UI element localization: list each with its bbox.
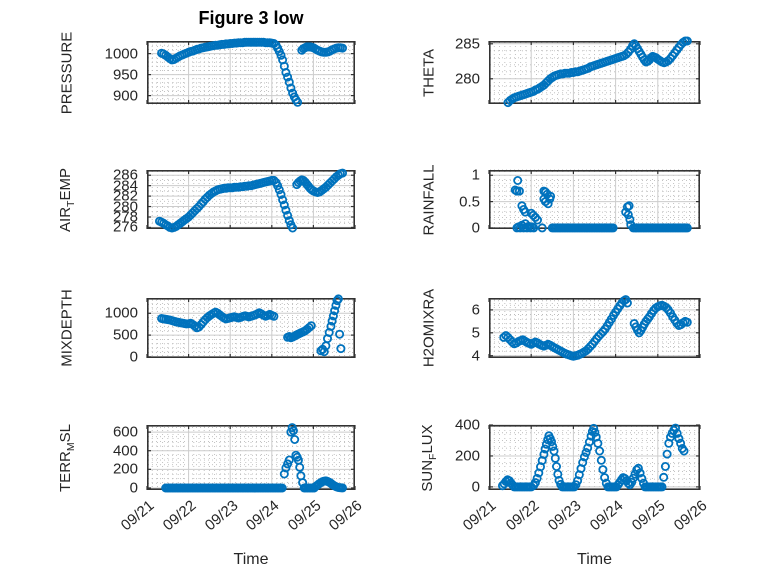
subplot-h2omixra: H2OMIXRA 4 5 6 bbox=[421, 289, 701, 367]
pressure-plot-area bbox=[146, 37, 356, 107]
subplot-terrmsl: TERRMSL 0 200 400 600 09/21 09/22 09/23 09/24 0… bbox=[57, 423, 366, 534]
y-tick-label: 276 bbox=[112, 218, 138, 236]
y-tick-label: 200 bbox=[112, 460, 138, 478]
y-tick-label: 1000 bbox=[104, 304, 138, 322]
subplot-airtemp: AIRTEMP 276 278 280 282 284 286 bbox=[57, 167, 356, 236]
airtemp-plot-area bbox=[146, 168, 356, 233]
y-tick-label: 1000 bbox=[104, 45, 138, 63]
y-tick-label: 280 bbox=[454, 70, 480, 88]
subplot-pressure: PRESSURE 900 950 1000 bbox=[59, 31, 356, 114]
y-tick-label: 500 bbox=[112, 326, 138, 344]
y-tick-label: 950 bbox=[112, 66, 138, 84]
y-tick-label: 900 bbox=[112, 87, 138, 105]
y-tick-label: 4 bbox=[471, 347, 480, 365]
sunflux-y-axis-label: SUNFLUX bbox=[419, 423, 439, 492]
y-tick-label: 278 bbox=[112, 208, 138, 226]
theta-plot-area bbox=[488, 36, 701, 108]
y-tick-label: 0 bbox=[129, 348, 138, 366]
y-tick-label: 600 bbox=[112, 423, 138, 441]
subplot-sunflux: SUNFLUX 0 200 400 09/21 09/22 09/23 09/24 09/2… bbox=[419, 417, 711, 535]
y-tick-label: 0.5 bbox=[459, 193, 480, 211]
subplot-rainfall: RAINFALL 0 0.5 1 bbox=[421, 164, 701, 236]
y-tick-label: 280 bbox=[112, 198, 138, 216]
y-tick-label: 5 bbox=[471, 324, 480, 342]
y-tick-label: 6 bbox=[471, 301, 480, 319]
theta-y-axis-label: THETA bbox=[420, 48, 438, 97]
sunflux-plot-area bbox=[488, 423, 701, 492]
x-axis-label-left: Time bbox=[233, 551, 269, 568]
y-tick-label: 400 bbox=[454, 416, 480, 434]
rainfall-y-axis-label: RAINFALL bbox=[420, 164, 438, 235]
mixdepth-plot-area bbox=[146, 294, 356, 359]
y-tick-label: 1 bbox=[471, 166, 480, 184]
airtemp-y-axis-label: AIRTEMP bbox=[57, 167, 77, 232]
terrmsl-y-axis-label: TERRMSL bbox=[57, 423, 77, 492]
rainfall-plot-area bbox=[488, 169, 701, 233]
y-tick-label: 286 bbox=[112, 166, 138, 184]
subplot-theta: THETA 280 285 bbox=[421, 35, 701, 108]
y-tick-label: 0 bbox=[471, 219, 480, 237]
mixdepth-y-axis-label: MIXDEPTH bbox=[58, 289, 76, 367]
h2omixra-plot-area bbox=[488, 295, 701, 361]
y-tick-label: 284 bbox=[112, 177, 138, 195]
subplot-mixdepth: MIXDEPTH 0 500 1000 bbox=[59, 289, 356, 367]
x-axis-label-right: Time bbox=[577, 551, 612, 568]
y-tick-label: 200 bbox=[454, 447, 480, 465]
y-tick-label: 0 bbox=[129, 479, 138, 497]
y-tick-label: 0 bbox=[471, 478, 480, 496]
y-tick-label: 400 bbox=[112, 442, 138, 460]
pressure-y-axis-label: PRESSURE bbox=[58, 31, 76, 114]
terrmsl-plot-area bbox=[146, 423, 356, 493]
h2omixra-y-axis-label: H2OMIXRA bbox=[420, 288, 438, 368]
y-tick-label: 282 bbox=[112, 187, 138, 205]
y-tick-label: 285 bbox=[454, 35, 480, 53]
figure-title: Figure 3 low bbox=[198, 8, 304, 28]
